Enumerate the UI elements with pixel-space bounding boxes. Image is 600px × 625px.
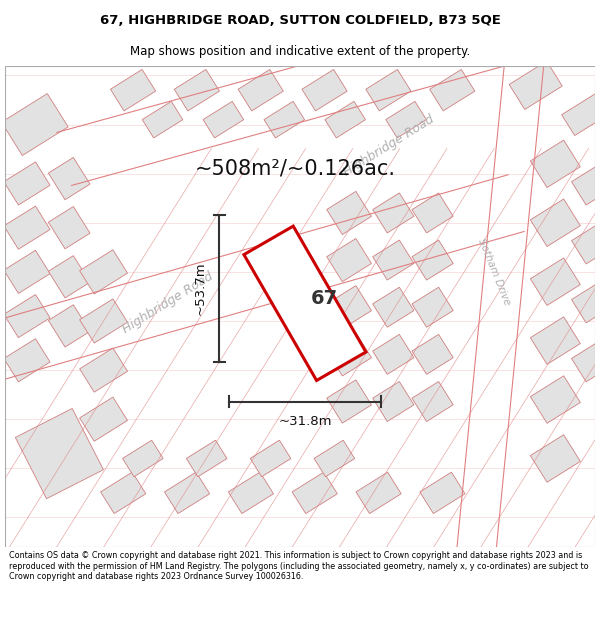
Polygon shape <box>412 381 453 421</box>
Polygon shape <box>373 240 414 280</box>
Text: 67, HIGHBRIDGE ROAD, SUTTON COLDFIELD, B73 5QE: 67, HIGHBRIDGE ROAD, SUTTON COLDFIELD, B… <box>100 14 500 28</box>
Text: Sotham Drive: Sotham Drive <box>476 237 512 307</box>
Polygon shape <box>2 94 68 156</box>
Text: ~508m²/~0.126ac.: ~508m²/~0.126ac. <box>194 159 395 179</box>
Polygon shape <box>373 381 414 421</box>
Polygon shape <box>530 376 580 423</box>
Polygon shape <box>327 239 371 282</box>
Text: ~53.7m: ~53.7m <box>193 262 206 316</box>
Polygon shape <box>314 440 355 477</box>
Text: Map shows position and indicative extent of the property.: Map shows position and indicative extent… <box>130 44 470 58</box>
Text: Highbridge Road: Highbridge Road <box>120 270 215 336</box>
Polygon shape <box>80 397 128 441</box>
Polygon shape <box>412 288 453 328</box>
Polygon shape <box>142 101 183 138</box>
Polygon shape <box>80 299 128 343</box>
Polygon shape <box>16 409 103 499</box>
Polygon shape <box>264 101 305 138</box>
Polygon shape <box>302 69 347 111</box>
Polygon shape <box>4 162 50 205</box>
Polygon shape <box>229 472 274 514</box>
Polygon shape <box>203 101 244 138</box>
Polygon shape <box>572 162 600 205</box>
Polygon shape <box>101 472 146 514</box>
Polygon shape <box>572 280 600 323</box>
Polygon shape <box>327 191 371 234</box>
Polygon shape <box>4 339 50 382</box>
Polygon shape <box>530 435 580 482</box>
Polygon shape <box>530 199 580 246</box>
Polygon shape <box>572 339 600 382</box>
Polygon shape <box>373 288 414 328</box>
Text: Highbridge Road: Highbridge Road <box>341 113 436 179</box>
Polygon shape <box>327 380 371 423</box>
Polygon shape <box>80 348 128 392</box>
Text: ~31.8m: ~31.8m <box>278 414 332 428</box>
Polygon shape <box>509 61 562 109</box>
Text: 67: 67 <box>311 289 338 308</box>
Polygon shape <box>4 206 50 249</box>
Polygon shape <box>366 69 411 111</box>
Polygon shape <box>164 472 209 514</box>
Polygon shape <box>238 69 283 111</box>
Polygon shape <box>327 332 371 376</box>
Polygon shape <box>49 158 90 200</box>
Polygon shape <box>373 193 414 233</box>
Polygon shape <box>325 101 365 138</box>
Polygon shape <box>420 472 465 514</box>
Polygon shape <box>187 440 227 477</box>
Polygon shape <box>244 226 366 381</box>
Polygon shape <box>80 250 128 294</box>
Polygon shape <box>530 258 580 306</box>
Polygon shape <box>292 472 337 514</box>
Polygon shape <box>356 472 401 514</box>
Polygon shape <box>49 256 90 298</box>
Polygon shape <box>412 240 453 280</box>
Polygon shape <box>174 69 220 111</box>
Polygon shape <box>530 140 580 188</box>
Text: Contains OS data © Crown copyright and database right 2021. This information is : Contains OS data © Crown copyright and d… <box>9 551 589 581</box>
Polygon shape <box>250 440 291 477</box>
Polygon shape <box>4 251 50 293</box>
Polygon shape <box>373 334 414 374</box>
Polygon shape <box>49 305 90 347</box>
Polygon shape <box>49 206 90 249</box>
Polygon shape <box>562 94 600 136</box>
Polygon shape <box>122 440 163 477</box>
Polygon shape <box>4 294 50 338</box>
Polygon shape <box>412 334 453 374</box>
Polygon shape <box>386 101 427 138</box>
Polygon shape <box>530 317 580 364</box>
Polygon shape <box>327 286 371 329</box>
Polygon shape <box>572 221 600 264</box>
Polygon shape <box>412 193 453 233</box>
Polygon shape <box>110 69 155 111</box>
Polygon shape <box>430 69 475 111</box>
